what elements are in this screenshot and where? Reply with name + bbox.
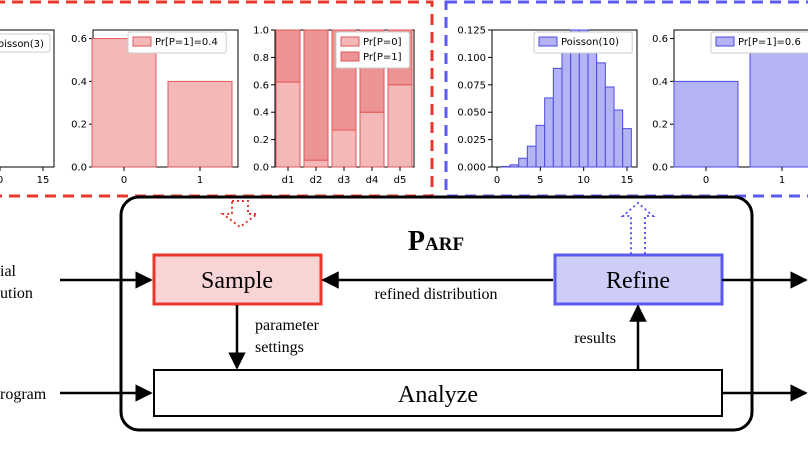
y-tick-label: 0.125 xyxy=(457,26,486,37)
legend-label: Pr[P=1] xyxy=(363,52,402,63)
legend-label: Pr[P=1]=0.6 xyxy=(738,37,801,48)
y-tick-label: 0.2 xyxy=(253,135,269,146)
bar xyxy=(91,38,157,168)
y-tick-label: 0.075 xyxy=(457,80,486,91)
bar-pr-p1 xyxy=(303,29,329,161)
bar-pr-p0 xyxy=(275,81,301,168)
y-tick-label: 0.4 xyxy=(652,77,668,88)
legend-label: Poisson(10) xyxy=(561,37,619,48)
bar xyxy=(509,164,520,168)
blue-dotted-up-arrow xyxy=(620,201,656,256)
bar-pr-p0 xyxy=(387,84,413,168)
legend-swatch xyxy=(340,51,360,62)
legend-swatch xyxy=(715,36,735,47)
y-tick-label: 1.0 xyxy=(253,26,269,37)
legend-swatch xyxy=(132,36,152,47)
y-tick-label: 0.6 xyxy=(71,34,87,45)
bar xyxy=(587,41,598,168)
chart-poisson3: 0 15 oisson(3) xyxy=(0,29,55,186)
parf-container xyxy=(119,195,754,432)
bar-pr-p0 xyxy=(359,111,385,168)
x-tick-label: 10 xyxy=(577,175,590,186)
bar xyxy=(561,42,572,168)
legend-swatch xyxy=(340,36,360,47)
parf-title: PARF xyxy=(408,226,464,257)
results-label: results xyxy=(574,330,616,347)
bar xyxy=(596,62,606,168)
x-tick-label: 1 xyxy=(779,175,785,186)
legend-swatch xyxy=(538,36,558,47)
bar xyxy=(544,97,554,168)
sample-box[interactable] xyxy=(152,253,323,306)
x-tick-label: d1 xyxy=(282,175,295,186)
x-tick-label: 0 xyxy=(703,175,709,186)
parameter-settings-label-line2: settings xyxy=(255,339,304,356)
x-tick-label: d5 xyxy=(394,175,407,186)
x-tick-label: 5 xyxy=(537,175,543,186)
legend-label: oisson(3) xyxy=(0,39,44,50)
bar xyxy=(167,80,233,168)
y-tick-label: 0.050 xyxy=(457,108,486,119)
chart-bernoulli-04: 0.0 0.2 0.4 0.6 0 1 Pr[P=1]=0.4 xyxy=(71,29,239,186)
legend-box xyxy=(710,31,808,54)
legend-label: Pr[P=0] xyxy=(363,37,402,48)
legend-box xyxy=(533,31,633,54)
bar xyxy=(518,157,528,168)
y-tick-label: 0.0 xyxy=(253,163,269,174)
refined-distribution-label: refined distribution xyxy=(374,286,497,303)
x-tick-label: d3 xyxy=(338,175,351,186)
chart-stacked-d1-d5: 0.0 0.2 0.4 0.6 0.8 1.0 d1 d2 d3 d4 d5 Pr[P=0] Pr[P=… xyxy=(253,26,415,186)
refine-box[interactable] xyxy=(553,253,724,306)
refine-label: Refine xyxy=(606,268,670,294)
chart-poisson10: 0.000 0.025 0.050 0.075 0.100 0.125 0 5 10 15 Pois… xyxy=(457,26,638,186)
y-tick-label: 0.8 xyxy=(253,53,269,64)
bar xyxy=(500,165,511,168)
initial-distribution-label-line1: ial xyxy=(0,263,17,280)
x-tick-label: d2 xyxy=(310,175,323,186)
y-tick-label: 0.2 xyxy=(652,120,668,131)
y-tick-label: 0.025 xyxy=(457,135,486,146)
x-tick-label: 15 xyxy=(37,175,50,186)
y-tick-label: 0.100 xyxy=(457,53,486,64)
bar xyxy=(673,80,739,168)
y-tick-label: 0.000 xyxy=(457,163,486,174)
parameter-settings-label-line1: parameter xyxy=(255,317,320,334)
bar xyxy=(749,38,808,168)
bar xyxy=(604,86,615,168)
x-tick-label: 1 xyxy=(197,175,203,186)
bar xyxy=(613,109,624,168)
program-label: rogram xyxy=(0,386,47,403)
bar-pr-p0 xyxy=(303,159,329,168)
plot-frame xyxy=(0,29,55,168)
x-tick-label: 0 xyxy=(0,175,3,186)
x-tick-label: 15 xyxy=(621,175,634,186)
analyze-box[interactable] xyxy=(153,369,723,417)
legend-box xyxy=(0,33,51,53)
bar-pr-p1 xyxy=(275,29,301,83)
chart-bernoulli-06: 0.0 0.2 0.4 0.6 0 1 Pr[P=1]=0.6 xyxy=(652,29,808,186)
bar-pr-p0 xyxy=(331,129,357,168)
bar xyxy=(622,128,632,168)
y-tick-label: 0.0 xyxy=(71,163,87,174)
x-tick-label: d4 xyxy=(366,175,379,186)
y-tick-label: 0.2 xyxy=(71,120,87,131)
y-tick-label: 0.4 xyxy=(253,108,269,119)
bar xyxy=(552,67,563,168)
legend-label: Pr[P=1]=0.4 xyxy=(155,37,218,48)
legend-box xyxy=(127,31,227,54)
y-tick-label: 0.0 xyxy=(652,163,668,174)
x-tick-label: 0 xyxy=(494,175,500,186)
bar xyxy=(535,124,546,168)
y-tick-label: 0.6 xyxy=(652,34,668,45)
bar xyxy=(526,145,537,168)
y-tick-label: 0.6 xyxy=(253,80,269,91)
x-tick-label: 0 xyxy=(121,175,127,186)
sample-label: Sample xyxy=(201,268,273,294)
analyze-label: Analyze xyxy=(398,382,478,408)
initial-distribution-label-line2: ution xyxy=(0,285,33,302)
y-tick-label: 0.4 xyxy=(71,77,87,88)
red-dotted-down-arrow xyxy=(220,200,260,229)
